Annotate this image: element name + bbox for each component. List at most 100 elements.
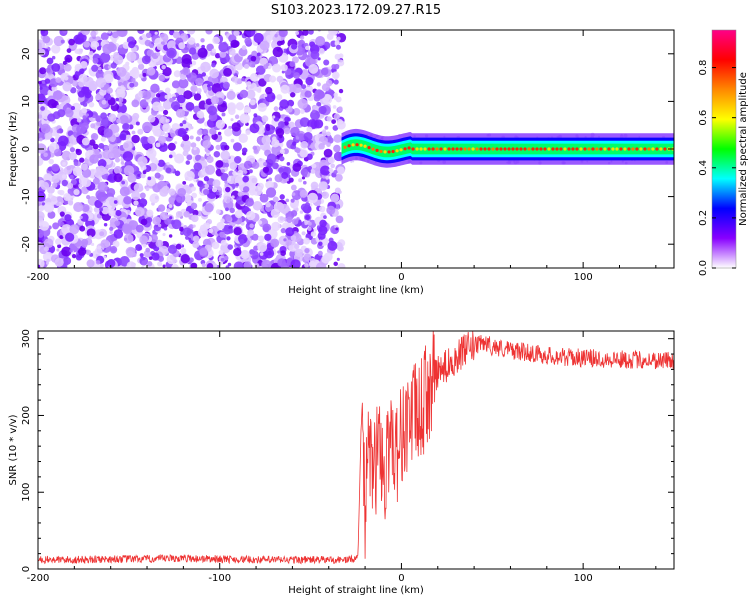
heatmap-cell [76,48,83,55]
heatmap-peak [535,147,539,151]
heatmap-cell [142,165,147,170]
heatmap-cell [253,32,264,44]
heatmap-cell [245,210,256,221]
heatmap-cell [251,50,258,57]
heatmap-cell [168,188,176,196]
heatmap-cell [145,247,151,253]
heatmap-cell [73,188,80,196]
heatmap-cell [262,166,270,174]
heatmap-cell [299,109,305,115]
heatmap-cell [161,185,170,194]
heatmap-cell [304,202,311,208]
heatmap-cell [290,92,296,98]
heatmap-cell [295,136,300,140]
heatmap-cell [278,235,289,246]
heatmap-cell [327,30,339,36]
heatmap-cell [165,181,169,185]
heatmap-cell [301,231,306,236]
heatmap-cell [272,63,282,73]
heatmap-cell [59,235,64,240]
heatmap-cell [164,87,171,94]
heatmap-cell [117,97,124,103]
heatmap-cell [190,262,198,268]
heatmap-cell [55,238,62,245]
heatmap-cell [327,240,338,251]
heatmap-cell [129,82,135,88]
heatmap-cell [326,142,331,147]
heatmap-cell [61,174,67,179]
heatmap-cell [249,99,256,106]
heatmap-cell [51,63,61,72]
heatmap-cell [281,172,289,179]
heatmap-cell [61,179,68,187]
heatmap-cell [170,101,181,111]
heatmap-cell [193,162,203,172]
heatmap-cell [271,221,281,232]
heatmap-cell [158,105,165,112]
heatmap-cell [154,159,159,165]
heatmap-cell [333,113,340,120]
heatmap-cell [200,61,211,73]
heatmap-cell [180,254,190,264]
heatmap-cell [226,90,236,100]
heatmap-peak [511,147,515,151]
heatmap-cell [333,151,344,162]
heatmap-peak [355,143,359,147]
heatmap-cell [325,79,333,87]
heatmap-cell [278,30,288,38]
heatmap-peak [367,146,371,150]
heatmap-cell [318,48,325,55]
heatmap-cell [234,156,242,164]
heatmap-cell [265,86,273,95]
heatmap-cell [165,167,172,174]
heatmap-cell [326,137,334,144]
heatmap-cell [328,167,334,173]
heatmap-cell [318,225,328,236]
heatmap-cell [286,216,293,223]
heatmap-cell [195,43,200,47]
heatmap-cell [122,41,130,49]
heatmap-cell [131,134,140,144]
heatmap-cell [76,117,82,123]
heatmap-peak [507,147,511,151]
heatmap-cell [103,128,113,138]
heatmap-cell [64,63,72,72]
heatmap-cell [272,115,276,119]
heatmap-cell [102,149,113,160]
heatmap-cell [321,255,330,264]
heatmap-peak [427,147,431,151]
heatmap-cell [316,101,322,107]
heatmap-cell [230,118,234,122]
heatmap-cell [337,263,346,268]
heatmap-cell [57,109,66,118]
heatmap-cell [100,112,108,120]
colorbar: 0.0 0.2 0.4 0.6 0.8 Normalized spectral ampl… [698,29,749,276]
heatmap-cell [103,84,109,90]
heatmap-cell [275,128,285,137]
heatmap-cell [319,219,327,228]
heatmap-cell [89,154,99,164]
heatmap-cell [302,30,309,36]
heatmap-cell [299,35,305,40]
heatmap-peak [543,147,547,151]
heatmap-peak [623,147,627,151]
heatmap-cell [139,235,148,245]
heatmap-cell [280,64,288,72]
heatmap-cell [205,30,213,35]
heatmap-cell [62,60,67,65]
heatmap-cell [290,184,297,191]
heatmap-cell [98,142,105,149]
heatmap-peak [419,147,423,151]
heatmap-cell [219,50,227,58]
heatmap-peak [619,147,623,151]
heatmap-cell [132,112,140,120]
heatmap-cell [123,195,132,205]
heatmap-cell [103,222,108,227]
heatmap-cell [77,32,87,43]
heatmap-cell [299,117,310,128]
heatmap-cell [44,44,48,49]
heatmap-cell [192,235,200,243]
heatmap-cell [326,116,332,122]
heatmap-x-ticks: -200 -100 0 100 [27,30,657,283]
heatmap-cell [137,156,148,167]
